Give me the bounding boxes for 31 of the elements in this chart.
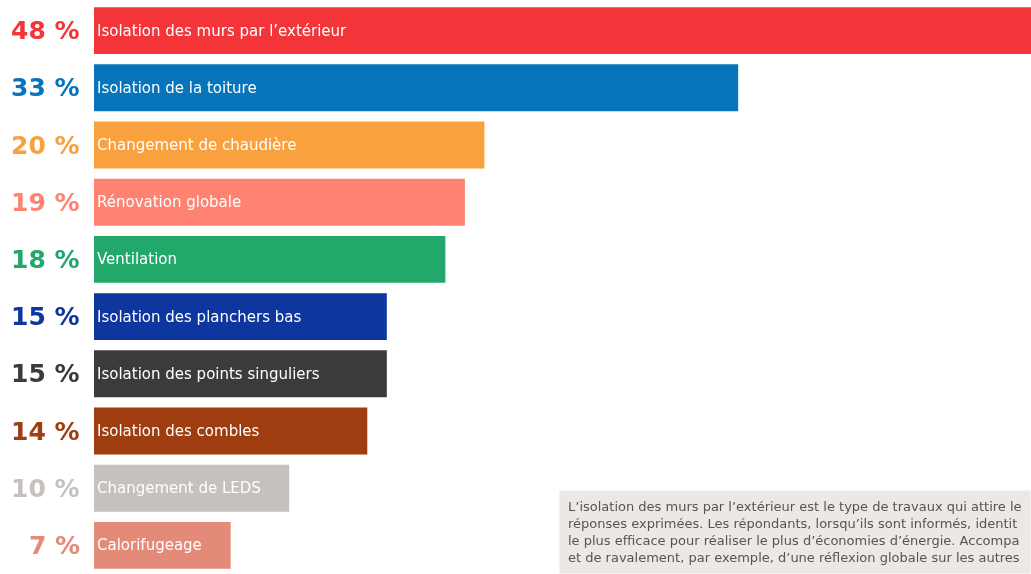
bar: [94, 178, 465, 226]
y-tick-label: Isolation des planchers bas: [97, 307, 302, 326]
data-label: 19 %: [11, 188, 80, 217]
data-label: 15 %: [11, 302, 80, 331]
data-label: 20 %: [11, 131, 80, 160]
bar: [94, 407, 368, 455]
bar: [94, 464, 290, 512]
bar: [94, 350, 387, 398]
y-tick-label: Changement de chaudière: [97, 136, 297, 154]
y-tick-label: Isolation de la toiture: [97, 78, 257, 97]
y-tick-label: Isolation des combles: [97, 422, 260, 440]
bar: [94, 293, 387, 341]
bar: [94, 121, 485, 169]
bar: [94, 235, 446, 283]
data-label: 33 %: [11, 73, 80, 102]
data-label: 10 %: [11, 474, 80, 503]
y-tick-label: Ventilation: [97, 250, 177, 269]
bar: [94, 521, 231, 569]
y-tick-label: Isolation des murs par l’extérieur: [97, 21, 348, 40]
y-tick-label: Changement de LEDS: [97, 479, 261, 498]
data-label: 7 %: [29, 531, 81, 560]
data-label: 15 %: [11, 359, 80, 388]
bar: [94, 7, 1031, 55]
bar: [94, 64, 739, 112]
data-label: 14 %: [11, 417, 80, 446]
y-tick-label: Rénovation globale: [97, 193, 242, 212]
y-tick-label: Calorifugeage: [97, 536, 202, 555]
data-label: 18 %: [11, 245, 80, 274]
y-tick-label: Isolation des points singuliers: [97, 364, 320, 383]
data-label: 48 %: [11, 16, 80, 45]
annotation: L’isolation des murs par l’extérieur est le type de travaux qui attire le réponses exprimées. Les répondants, lorsqu’ils sont informés, identit le plus efficace pour réaliser le plus d’économies d’énergie. Accompa et de ravalement, par exemple, d’une réflexion globale sur les autres: [568, 499, 1022, 565]
